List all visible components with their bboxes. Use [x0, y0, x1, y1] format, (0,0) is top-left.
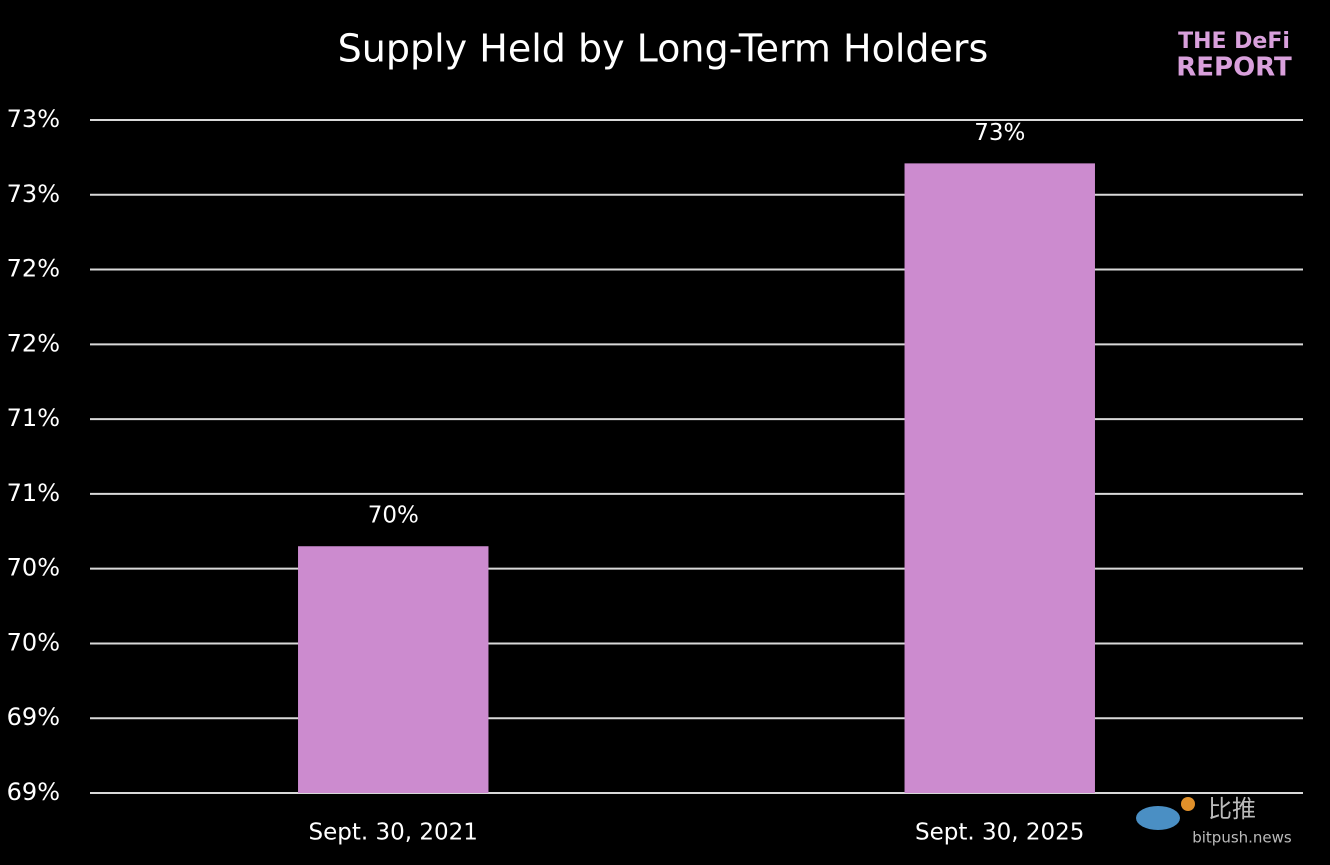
y-tick-label: 72%	[7, 255, 60, 283]
bar	[298, 546, 489, 793]
value-label: 70%	[368, 503, 419, 529]
y-tick-label: 71%	[7, 479, 60, 507]
y-tick-label: 70%	[7, 554, 60, 582]
y-tick-label: 71%	[7, 404, 60, 432]
bar	[904, 163, 1095, 794]
x-tick-label: Sept. 30, 2025	[915, 820, 1084, 846]
chart-title: Supply Held by Long-Term Holders	[338, 27, 989, 71]
logo-line1: THE DeFi	[1178, 29, 1290, 54]
y-tick-label: 72%	[7, 329, 60, 357]
watermark-coin	[1181, 797, 1195, 811]
y-tick-label: 70%	[7, 628, 60, 656]
y-tick-label: 69%	[7, 703, 60, 731]
y-tick-label: 69%	[7, 778, 60, 806]
x-tick-label: Sept. 30, 2021	[309, 820, 478, 846]
watermark-name: 比推	[1208, 795, 1256, 823]
value-label: 73%	[974, 120, 1025, 146]
y-tick-label: 73%	[7, 180, 60, 208]
watermark-bird	[1136, 806, 1180, 830]
watermark-site: bitpush.news	[1192, 829, 1292, 847]
y-tick-label: 73%	[7, 105, 60, 133]
logo-line2: REPORT	[1176, 53, 1292, 83]
